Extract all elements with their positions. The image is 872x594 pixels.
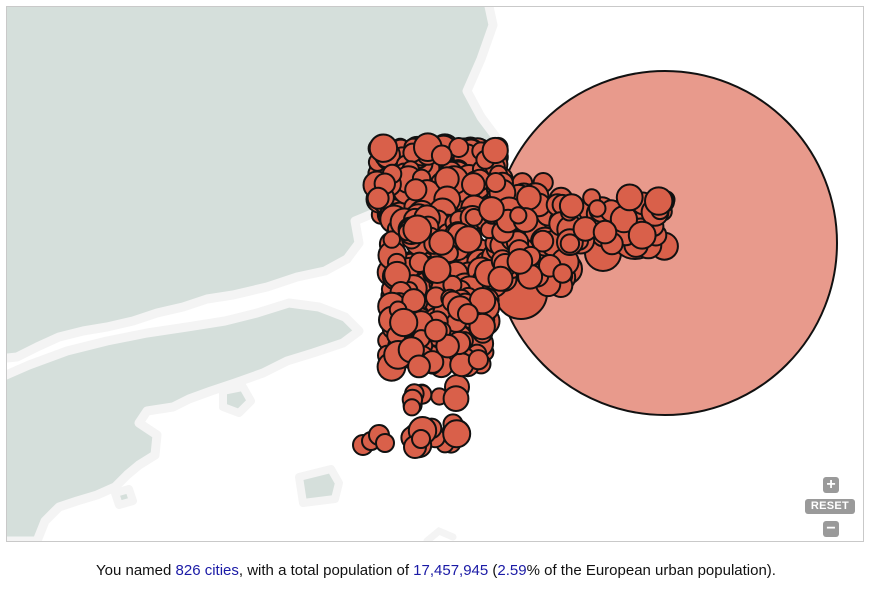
city-marker (506, 248, 534, 275)
summary-middle: , with a total population of (238, 562, 414, 579)
reset-zoom-button[interactable]: RESET (805, 499, 855, 514)
city-marker (442, 385, 470, 413)
city-marker (481, 136, 509, 165)
city-marker (402, 398, 421, 417)
city-marker (411, 429, 431, 449)
city-marker (461, 172, 486, 197)
city-marker (516, 184, 542, 211)
city-marker (531, 229, 555, 253)
city-marker (558, 193, 585, 219)
city-marker (428, 229, 455, 256)
summary-suffix: % of the European urban population). (526, 562, 776, 579)
zoom-out-button[interactable]: − (823, 521, 839, 537)
city-marker (478, 196, 505, 223)
city-marker (368, 133, 399, 163)
city-marker (424, 318, 448, 343)
city-marker (430, 144, 453, 167)
cities-count: 826 cities (175, 562, 239, 579)
city-marker (644, 186, 674, 216)
city-marker (509, 206, 528, 225)
city-marker (442, 419, 472, 449)
city-marker (366, 186, 390, 210)
zoom-in-button[interactable]: + (823, 477, 839, 493)
city-marker (422, 255, 452, 285)
city-marker (389, 307, 419, 338)
city-map[interactable] (7, 7, 863, 541)
city-marker (467, 349, 489, 371)
city-marker (454, 225, 483, 254)
city-marker (407, 354, 431, 379)
city-marker (552, 263, 573, 284)
city-marker (487, 265, 514, 292)
city-markers (352, 70, 838, 459)
city-marker (588, 199, 607, 218)
city-marker (627, 220, 657, 250)
island-small-3 (111, 485, 137, 509)
city-marker (615, 183, 644, 212)
city-marker (559, 233, 581, 254)
map-container[interactable]: + RESET − (6, 6, 864, 542)
island-small-2 (295, 465, 343, 507)
summary-line: You named 826 cities, with a total popul… (0, 562, 872, 579)
mainland-north (7, 7, 508, 363)
city-marker (404, 178, 428, 202)
coast-fragment-bottom (423, 526, 457, 541)
summary-paren: ( (488, 562, 498, 579)
total-population: 17,457,945 (413, 562, 489, 579)
population-percent: 2.59 (497, 562, 527, 579)
city-marker (457, 303, 479, 325)
land-masses (7, 7, 508, 541)
city-marker (402, 214, 433, 245)
summary-prefix: You named (96, 562, 176, 579)
city-marker (592, 219, 618, 245)
island-small-1 (219, 383, 255, 417)
city-marker (382, 230, 401, 249)
city-marker (375, 433, 395, 453)
city-marker (485, 172, 507, 193)
